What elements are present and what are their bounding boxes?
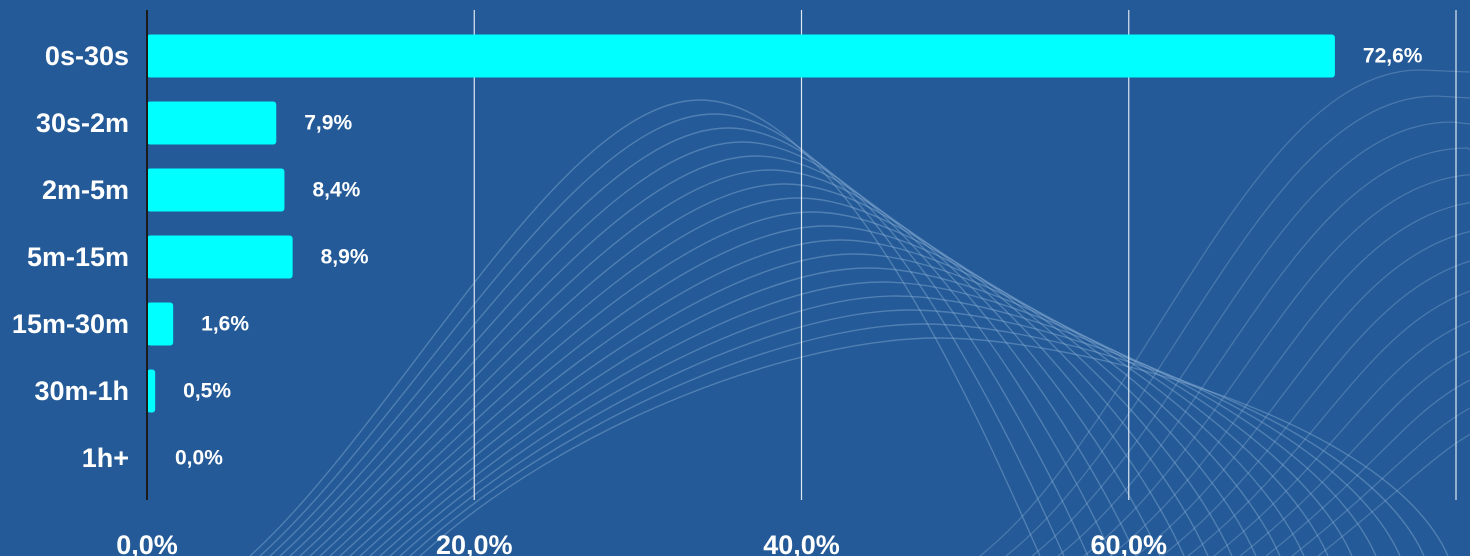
background-curve xyxy=(1213,305,1470,556)
labels: 0s-30s 72,6% 30s-2m 7,9% 2m-5m 8,4% 5m-15m 8,9%… xyxy=(12,41,1423,556)
background-curve xyxy=(1109,201,1470,556)
bar xyxy=(147,34,1335,78)
background-curve xyxy=(299,169,1161,556)
bars xyxy=(147,34,1335,413)
background-curve xyxy=(1265,357,1470,556)
background-curve xyxy=(1057,147,1470,556)
background-curve xyxy=(289,155,1137,556)
background-curve xyxy=(1031,121,1470,556)
x-tick-label: 60,0% xyxy=(1090,530,1167,556)
background-wave-pattern xyxy=(249,69,1470,556)
background-curve xyxy=(389,295,1377,556)
value-label: 1,6% xyxy=(201,313,249,336)
bar xyxy=(147,369,156,413)
background-curve xyxy=(259,113,1065,556)
category-label: 30m-1h xyxy=(34,376,129,406)
value-label: 8,9% xyxy=(321,246,369,269)
bar xyxy=(147,235,293,279)
background-curve xyxy=(409,323,1425,556)
background-curve xyxy=(319,197,1209,556)
background-curve xyxy=(1161,253,1470,556)
background-curve xyxy=(279,141,1113,556)
background-curve xyxy=(1317,409,1470,556)
category-label: 5m-15m xyxy=(27,242,129,272)
background-curve xyxy=(369,267,1329,556)
background-curve xyxy=(399,309,1401,556)
background-curve xyxy=(339,225,1257,556)
x-tick-label: 20,0% xyxy=(436,530,513,556)
bar xyxy=(147,101,277,145)
value-label: 7,9% xyxy=(304,112,352,135)
background-curve xyxy=(1291,383,1470,556)
background-curve xyxy=(1083,174,1470,556)
background-curve xyxy=(379,281,1353,556)
value-label: 0,0% xyxy=(175,447,223,470)
value-label: 72,6% xyxy=(1363,45,1423,68)
background-curve xyxy=(1187,279,1470,556)
background-curve xyxy=(1135,227,1470,556)
background-curve xyxy=(359,253,1305,556)
value-label: 0,5% xyxy=(183,380,231,403)
category-label: 0s-30s xyxy=(45,41,129,71)
x-tick-label: 40,0% xyxy=(763,530,840,556)
category-label: 2m-5m xyxy=(42,175,129,205)
background-curve xyxy=(419,337,1449,556)
background-curve xyxy=(1005,95,1470,556)
gridlines xyxy=(473,10,1457,500)
background-curve xyxy=(1239,331,1470,556)
background-curve xyxy=(349,239,1281,556)
category-label: 30s-2m xyxy=(36,108,129,138)
bar xyxy=(147,302,174,346)
background-curve xyxy=(249,99,1041,556)
category-label: 15m-30m xyxy=(12,309,129,339)
background-curve xyxy=(979,69,1470,556)
x-tick-label: 0,0% xyxy=(116,530,178,556)
value-label: 8,4% xyxy=(312,179,360,202)
bar xyxy=(147,168,285,212)
background-curve xyxy=(329,211,1233,556)
background-curve xyxy=(269,127,1089,556)
category-label: 1h+ xyxy=(82,443,129,473)
background-curve xyxy=(309,183,1185,556)
